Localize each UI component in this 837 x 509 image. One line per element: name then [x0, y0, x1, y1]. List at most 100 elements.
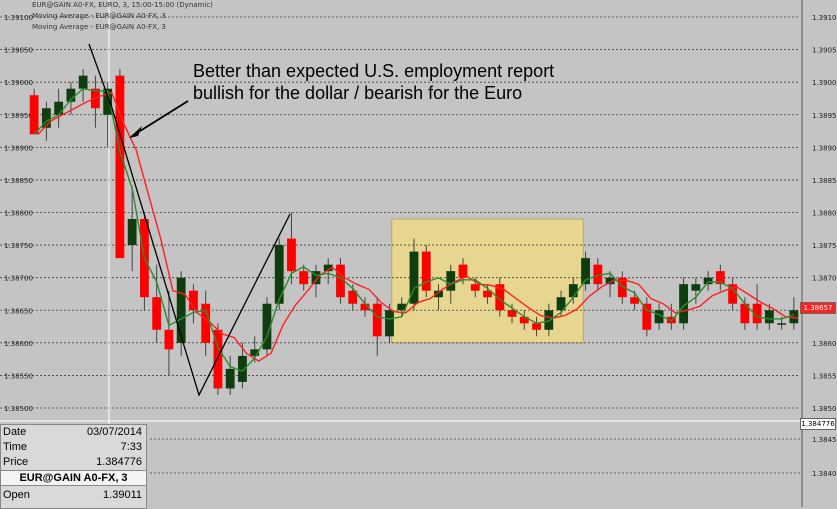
cursor-price-tag: 1.384776 — [800, 418, 836, 430]
candle-bear — [458, 264, 468, 278]
candle-bull — [446, 271, 456, 291]
y-tick-label-right: 1.38950 — [812, 112, 837, 120]
annotation-text: Better than expected U.S. employment rep… — [193, 60, 554, 104]
candle-bear — [507, 310, 517, 317]
candle-bear — [372, 303, 382, 337]
y-tick-label-right: 1.38500 — [812, 405, 837, 413]
candle-bull — [225, 368, 235, 389]
candle-bear — [740, 303, 750, 324]
candle-bear — [519, 316, 529, 324]
candle-bull — [176, 277, 186, 343]
y-tick-label-right: 1.38700 — [812, 275, 837, 283]
candle-bear — [29, 95, 39, 135]
chart-header-ma2: Moving Average - EUR@GAIN A0-FX, 3 — [32, 23, 166, 31]
y-tick-label-left: 1.38850 — [4, 177, 33, 185]
candle-bull — [250, 349, 260, 356]
drawn-trend-line — [88, 43, 291, 397]
candle-bear — [728, 284, 738, 304]
candle-bull — [41, 108, 51, 128]
y-tick-label-left: 1.38900 — [4, 144, 33, 152]
candle-bull — [274, 245, 284, 304]
y-tick-label-left: 1.38650 — [4, 307, 33, 315]
candle-bear — [115, 75, 125, 259]
symbol-label: EUR@GAIN A0-FX, 3 — [1, 470, 146, 486]
annotation-line-2: bullish for the dollar / bearish for the… — [193, 83, 523, 103]
candle-bear — [189, 290, 198, 311]
annotation-arrow-head — [129, 126, 142, 138]
candle-bear — [360, 303, 370, 311]
date-label: Date — [3, 426, 27, 438]
candle-bull — [703, 277, 713, 285]
candle-bull — [544, 310, 554, 330]
candle-bull — [581, 258, 590, 285]
candle-bull — [764, 310, 774, 324]
candle-bull — [262, 303, 272, 350]
candle-bull — [789, 310, 799, 324]
y-tick-label-left: 1.39050 — [4, 47, 33, 55]
candle-bull — [397, 303, 407, 311]
time-label: Time — [3, 441, 28, 453]
y-tick-label-left: 1.38550 — [4, 372, 33, 380]
y-tick-label-left: 1.38700 — [4, 275, 33, 283]
candle-bear — [213, 329, 223, 389]
chart-header-ma1: Moving Average - EUR@GAIN A0-FX, 3 — [32, 12, 166, 20]
ma-line-fast — [33, 87, 795, 372]
candle-bull — [323, 264, 333, 272]
chart-header-symbol: EUR@GAIN A0-FX, EURO, 3, 15:00-15:00 (Dy… — [32, 1, 213, 9]
candle-bear — [287, 238, 296, 272]
time-row: Time 7:33 — [3, 441, 142, 454]
candle-bear — [421, 251, 431, 291]
candle-bear — [642, 303, 652, 330]
candle-bull — [556, 297, 566, 311]
y-tick-label-left: 1.39100 — [4, 14, 33, 22]
y-tick-label-left: 1.38500 — [4, 405, 33, 413]
candle-bull — [66, 88, 76, 102]
y-tick-label-right: 1.38550 — [812, 372, 837, 380]
annotation-line-1: Better than expected U.S. employment rep… — [193, 61, 555, 81]
candle-bull — [54, 101, 64, 115]
candle-bull — [691, 284, 701, 291]
current-price-tag: 1.38657 — [800, 302, 836, 314]
candle-bear — [348, 290, 358, 304]
y-tick-label-right: 1.38600 — [812, 340, 837, 348]
candle-bull — [434, 290, 443, 298]
candle-bull — [679, 284, 688, 324]
candle-bull — [311, 271, 321, 285]
date-value: 03/07/2014 — [86, 426, 142, 438]
y-tick-label-right: 1.39050 — [812, 47, 837, 55]
date-row: Date 03/07/2014 — [3, 426, 142, 439]
y-tick-label-left: 1.38750 — [4, 242, 33, 250]
price-row: Price 1.384776 — [3, 456, 142, 469]
price-label: Price — [3, 456, 29, 468]
candle-bear — [164, 329, 174, 350]
candle-bear — [495, 284, 505, 311]
candle-bull — [409, 251, 419, 304]
y-tick-label-right: 1.38450 — [812, 436, 837, 444]
open-label: Open — [3, 489, 30, 501]
candle-bear — [201, 303, 211, 343]
candle-bull — [605, 277, 615, 285]
candle-bull — [78, 75, 88, 89]
annotation-arrow-line — [131, 100, 189, 137]
y-tick-label-right: 1.38800 — [812, 210, 837, 218]
candle-bull — [238, 355, 247, 382]
candle-bear — [299, 271, 309, 285]
candle-bear — [532, 323, 541, 330]
candle-bear — [593, 264, 603, 285]
candle-bear — [715, 271, 725, 285]
y-tick-label-left: 1.38950 — [4, 112, 33, 120]
y-tick-label-left: 1.38800 — [4, 210, 33, 218]
candle-bull — [103, 88, 113, 115]
candle-bull — [385, 310, 394, 337]
price-value: 1.384776 — [96, 456, 142, 468]
candle-bull — [777, 323, 787, 325]
y-tick-label-right: 1.38900 — [812, 144, 837, 152]
ma-line-slow — [37, 91, 798, 362]
candle-bear — [152, 297, 162, 330]
candle-bear — [336, 264, 345, 298]
candle-bear — [483, 290, 492, 298]
y-tick-label-right: 1.39100 — [812, 14, 837, 22]
candle-bear — [617, 277, 627, 298]
candle-bull — [568, 284, 578, 298]
